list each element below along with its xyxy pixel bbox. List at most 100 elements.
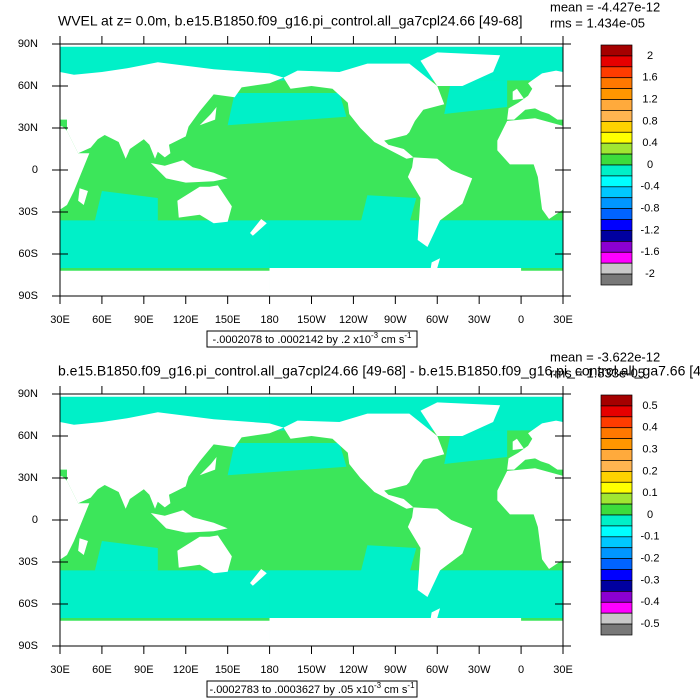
title: b.e15.B1850.f09_g16.pi_control.all_ga7cp… bbox=[58, 363, 700, 379]
colorbar-box bbox=[600, 251, 633, 264]
colorbar-box bbox=[600, 416, 633, 429]
colorbar-label: 1.6 bbox=[642, 72, 657, 84]
colorbar-label: 1.2 bbox=[642, 93, 657, 105]
colorbar-box bbox=[600, 142, 633, 155]
range-label: -.0002783 to .0003627 by .05 x10-3 cm s-… bbox=[209, 681, 415, 696]
colorbar-box bbox=[600, 99, 633, 111]
colorbar-box bbox=[600, 273, 633, 286]
colorbar-box bbox=[600, 405, 633, 418]
colorbar-box bbox=[600, 164, 633, 177]
land bbox=[60, 475, 90, 560]
rms: rms = 1.833e-05 bbox=[550, 365, 645, 380]
land bbox=[60, 620, 270, 646]
land bbox=[60, 44, 270, 47]
range-box bbox=[206, 330, 418, 348]
colorbar-label: 0.8 bbox=[642, 115, 657, 127]
lon-label: 60E bbox=[92, 314, 112, 326]
colorbar-box bbox=[600, 175, 633, 188]
colorbar-box bbox=[600, 197, 633, 209]
land bbox=[512, 438, 524, 450]
colorbar-label: 0.5 bbox=[642, 400, 657, 412]
colorbar-box bbox=[600, 481, 633, 494]
land bbox=[680, 185, 700, 223]
land bbox=[269, 618, 522, 646]
land bbox=[507, 70, 563, 120]
colorbar-box bbox=[600, 153, 633, 166]
lon-label: 180 bbox=[260, 664, 278, 676]
ocean-region bbox=[444, 80, 508, 114]
range-text: -.0002783 to .0003627 by .05 x10 bbox=[209, 684, 374, 696]
land bbox=[60, 270, 270, 296]
lon-label: 30E bbox=[50, 664, 70, 676]
land bbox=[269, 268, 522, 296]
land bbox=[250, 219, 267, 236]
lon-label: 120W bbox=[339, 664, 368, 676]
colorbar-label: -0.5 bbox=[641, 618, 660, 630]
lat-label: 60N bbox=[18, 430, 38, 442]
colorbar-label: 0.4 bbox=[642, 137, 657, 149]
colorbar-box bbox=[600, 612, 633, 625]
land bbox=[512, 88, 524, 100]
land bbox=[680, 535, 700, 573]
colorbar-box bbox=[600, 536, 633, 549]
land bbox=[654, 510, 700, 532]
lat-label: 60N bbox=[18, 80, 38, 92]
mean: mean = -3.622e-12 bbox=[550, 349, 660, 364]
lat-label: 0 bbox=[32, 514, 38, 526]
lon-label: 150W bbox=[297, 314, 326, 326]
colorbar-box bbox=[600, 449, 633, 461]
range-exp: -3 bbox=[371, 331, 379, 340]
colorbar-box bbox=[600, 427, 633, 439]
colorbar-box bbox=[600, 547, 633, 559]
land bbox=[199, 457, 217, 476]
land bbox=[177, 185, 232, 224]
colorbar-label: -0.3 bbox=[641, 574, 660, 586]
land bbox=[407, 157, 473, 247]
ocean-region bbox=[94, 191, 158, 221]
colorbar-box bbox=[600, 230, 633, 242]
range-box bbox=[206, 680, 418, 698]
lon-label: 150E bbox=[215, 664, 241, 676]
colorbar-label: -0.2 bbox=[641, 553, 660, 565]
colorbar-box bbox=[600, 438, 633, 450]
lat-label: 30S bbox=[18, 206, 38, 218]
ocean-region bbox=[227, 443, 347, 476]
colorbar-box bbox=[600, 580, 633, 592]
lon-label: 30E bbox=[553, 664, 573, 676]
colorbar-box bbox=[600, 208, 633, 220]
land bbox=[581, 188, 591, 205]
land bbox=[581, 538, 591, 555]
range-label: -.0002078 to .0002142 by .2 x10-3 cm s-1 bbox=[213, 331, 412, 346]
lon-label: 150E bbox=[215, 314, 241, 326]
lat-label: 90S bbox=[18, 640, 38, 652]
colorbar-box bbox=[600, 121, 633, 133]
land bbox=[199, 107, 217, 126]
lat-label: 90S bbox=[18, 290, 38, 302]
colorbar-box bbox=[600, 219, 633, 231]
land bbox=[150, 160, 228, 183]
lat-label: 90N bbox=[18, 38, 38, 50]
land bbox=[60, 412, 284, 509]
colorbar-box bbox=[600, 623, 633, 636]
range-exp: -3 bbox=[374, 681, 382, 690]
lat-label: 30N bbox=[18, 472, 38, 484]
land bbox=[407, 507, 473, 597]
colorbar-box bbox=[600, 569, 633, 581]
land bbox=[654, 160, 700, 182]
colorbar-box bbox=[600, 88, 633, 100]
lat-label: 30N bbox=[18, 122, 38, 134]
colorbar-label: -0.8 bbox=[641, 203, 660, 215]
lon-label: 60E bbox=[92, 664, 112, 676]
colorbar-label: -0.1 bbox=[641, 531, 660, 543]
colorbar-box bbox=[600, 394, 633, 407]
lon-label: 30W bbox=[468, 314, 491, 326]
colorbar-box bbox=[600, 110, 633, 122]
colorbar-label: 0.2 bbox=[642, 465, 657, 477]
land bbox=[250, 569, 267, 586]
land bbox=[150, 510, 228, 533]
land bbox=[420, 52, 501, 86]
lon-label: 90E bbox=[134, 314, 154, 326]
land bbox=[497, 118, 563, 219]
ocean-region bbox=[360, 545, 417, 574]
